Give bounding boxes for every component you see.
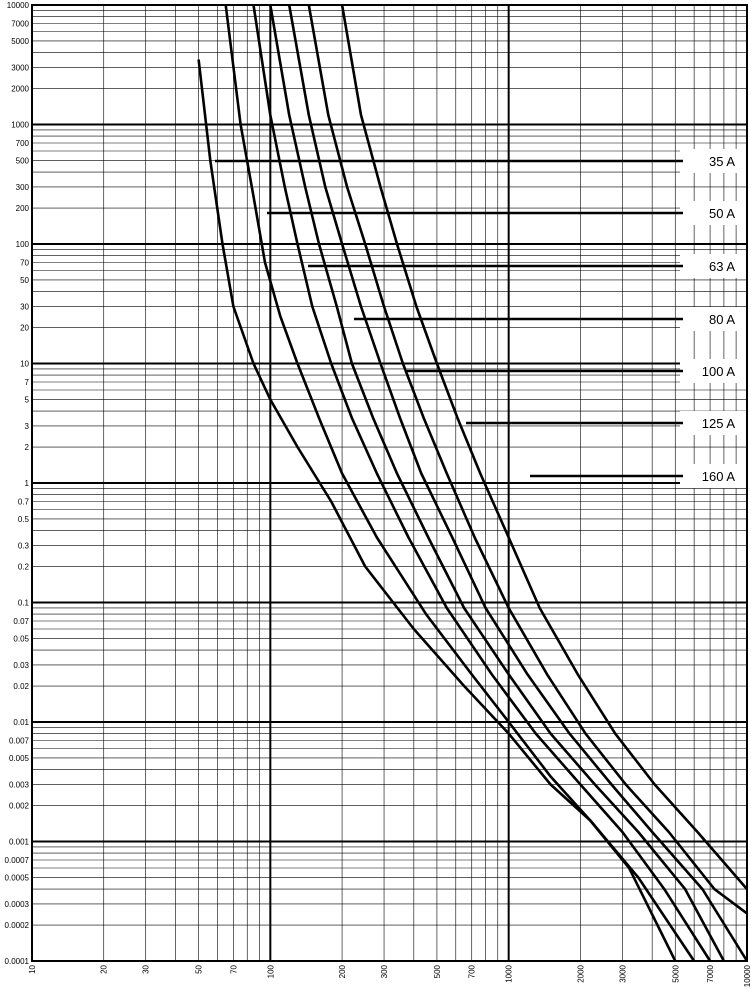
curve-label: 80 A	[709, 312, 735, 327]
label-backdrop	[680, 149, 746, 173]
y-tick-label: 2000	[11, 85, 29, 94]
y-tick-label: 0.0001	[5, 957, 30, 966]
y-tick-label: 0.0005	[5, 873, 30, 882]
curve-160a	[340, 4, 748, 890]
x-tick-label: 500	[433, 964, 442, 978]
curve-label: 50 A	[709, 206, 735, 221]
curve-35a	[197, 59, 677, 962]
x-tick-label: 2000	[576, 964, 585, 982]
fuse-curves	[197, 4, 749, 962]
x-tick-label: 30	[142, 964, 151, 973]
label-backdrop	[680, 359, 746, 383]
y-tick-label: 3	[25, 422, 30, 431]
y-tick-label: 50	[20, 276, 29, 285]
y-tick-label: 0.002	[9, 802, 30, 811]
x-tick-label: 7000	[706, 964, 715, 982]
y-tick-label: 5	[25, 395, 30, 404]
y-tick-label: 0.07	[13, 617, 29, 626]
curve-100a	[287, 4, 749, 962]
label-backdrop	[680, 464, 746, 488]
x-tick-label: 10	[28, 964, 37, 973]
y-tick-label: 10000	[7, 1, 30, 10]
grid	[31, 4, 748, 962]
y-tick-label: 1000	[11, 121, 29, 130]
y-tick-label: 5000	[11, 37, 29, 46]
label-backdrop	[680, 411, 746, 435]
y-tick-label: 20	[20, 324, 29, 333]
y-tick-label: 7000	[11, 20, 29, 29]
y-tick-label: 3000	[11, 63, 29, 72]
label-backdrop	[680, 254, 746, 278]
curve-label: 100 A	[702, 364, 736, 379]
x-tick-label: 700	[468, 964, 477, 978]
x-tick-label: 3000	[618, 964, 627, 982]
y-tick-label: 0.007	[9, 737, 30, 746]
y-tick-label: 30	[20, 302, 29, 311]
y-tick-label: 10	[20, 360, 29, 369]
y-tick-label: 7	[25, 378, 30, 387]
y-tick-label: 0.05	[13, 634, 29, 643]
curve-label: 160 A	[702, 469, 736, 484]
y-tick-label: 500	[16, 156, 30, 165]
y-tick-label: 0.03	[13, 661, 29, 670]
curve-label: 63 A	[709, 259, 735, 274]
y-tick-label: 700	[16, 139, 30, 148]
y-tick-label: 0.005	[9, 754, 30, 763]
y-tick-label: 1	[25, 479, 30, 488]
label-backdrop	[680, 307, 746, 331]
x-tick-label: 20	[100, 964, 109, 973]
y-tick-label: 200	[16, 204, 30, 213]
x-tick-label: 70	[229, 964, 238, 973]
y-tick-label: 0.7	[18, 498, 30, 507]
label-backdrop	[680, 201, 746, 225]
y-tick-label: 0.0003	[5, 900, 30, 909]
curve-labels: 35 A 50 A 63 A 80 A 100 A 125 A 160 A	[215, 149, 746, 488]
x-tick-label: 10000	[743, 964, 751, 987]
y-tick-label: 100	[16, 240, 30, 249]
y-axis-tick-labels: 0.0001 0.0002 0.0003 0.0005 0.0007 0.001 0.002…	[5, 1, 30, 966]
y-tick-label: 0.01	[13, 718, 29, 727]
y-tick-label: 0.003	[9, 780, 30, 789]
y-tick-label: 0.2	[18, 563, 30, 572]
y-tick-label: 0.0007	[5, 856, 30, 865]
curve-80a	[269, 4, 726, 962]
x-tick-label: 1000	[505, 964, 514, 982]
y-tick-label: 0.5	[18, 515, 30, 524]
y-tick-label: 0.02	[13, 682, 29, 691]
curve-125a	[307, 4, 748, 915]
y-tick-label: 0.0002	[5, 921, 30, 930]
y-tick-label: 0.3	[18, 541, 30, 550]
curve-50a	[224, 4, 696, 962]
x-axis-tick-labels: 10 20 30 50 70 100 200 300 500 700 1000 2000 3000 500…	[28, 964, 751, 987]
x-tick-label: 200	[338, 964, 347, 978]
y-tick-label: 2	[25, 443, 30, 452]
y-tick-label: 300	[16, 183, 30, 192]
plot-frame	[31, 4, 748, 962]
x-tick-label: 100	[266, 964, 275, 978]
y-tick-label: 0.1	[18, 599, 30, 608]
curve-label: 35 A	[709, 154, 735, 169]
y-tick-label: 70	[20, 259, 29, 268]
x-tick-label: 5000	[671, 964, 680, 982]
curve-63a	[252, 4, 712, 962]
x-tick-label: 300	[380, 964, 389, 978]
curve-label: 125 A	[702, 416, 736, 431]
y-tick-label: 0.001	[9, 838, 30, 847]
x-tick-label: 50	[195, 964, 204, 973]
